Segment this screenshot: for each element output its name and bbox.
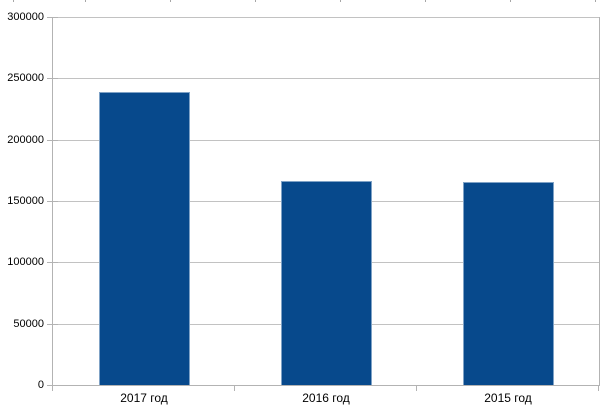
y-axis-tick xyxy=(47,139,58,141)
clipped-tick-mark xyxy=(425,0,426,2)
clipped-tick-mark xyxy=(13,0,14,2)
y-axis-tick xyxy=(47,262,58,264)
y-axis-labels: 0 50000 100000 150000 200000 250000 300000 xyxy=(0,11,44,391)
y-axis-tick xyxy=(47,78,58,80)
gridline xyxy=(53,17,599,18)
y-axis-tick-label: 50000 xyxy=(13,317,44,330)
y-axis-tick-label: 200000 xyxy=(7,133,44,146)
y-axis-tick-label: 0 xyxy=(37,379,44,391)
x-axis-tick xyxy=(52,385,53,391)
gridline xyxy=(53,78,599,80)
clipped-tick-mark xyxy=(340,0,341,2)
clipped-tick-mark xyxy=(85,0,86,2)
bar-2017 xyxy=(98,92,190,385)
y-axis-tick xyxy=(47,323,58,325)
y-axis-tick xyxy=(47,17,58,18)
x-axis-category-label: 2015 год xyxy=(484,391,532,405)
clipped-tick-mark xyxy=(255,0,256,2)
y-axis-tick-label: 100000 xyxy=(7,256,44,269)
x-axis-tick xyxy=(234,385,235,391)
x-axis-category-label: 2017 год xyxy=(120,391,168,405)
clipped-tick-mark xyxy=(595,0,596,2)
bar-2015 xyxy=(462,182,554,385)
plot-area xyxy=(47,17,600,391)
x-axis-tick xyxy=(416,385,417,391)
clipped-tick-mark xyxy=(170,0,171,2)
x-axis-labels: 2017 год 2016 год 2015 год xyxy=(53,386,599,408)
y-axis-tick-label: 250000 xyxy=(7,72,44,85)
bar-2016 xyxy=(280,181,372,385)
clipped-tick-mark xyxy=(510,0,511,2)
x-axis-tick xyxy=(598,385,599,391)
y-axis-tick-label: 150000 xyxy=(7,195,44,207)
gridline xyxy=(53,139,599,141)
y-axis-tick-label: 300000 xyxy=(7,11,44,23)
y-axis-tick xyxy=(47,201,58,202)
x-axis-category-label: 2016 год xyxy=(302,391,350,405)
clipped-row-tick-artifacts xyxy=(0,0,601,3)
